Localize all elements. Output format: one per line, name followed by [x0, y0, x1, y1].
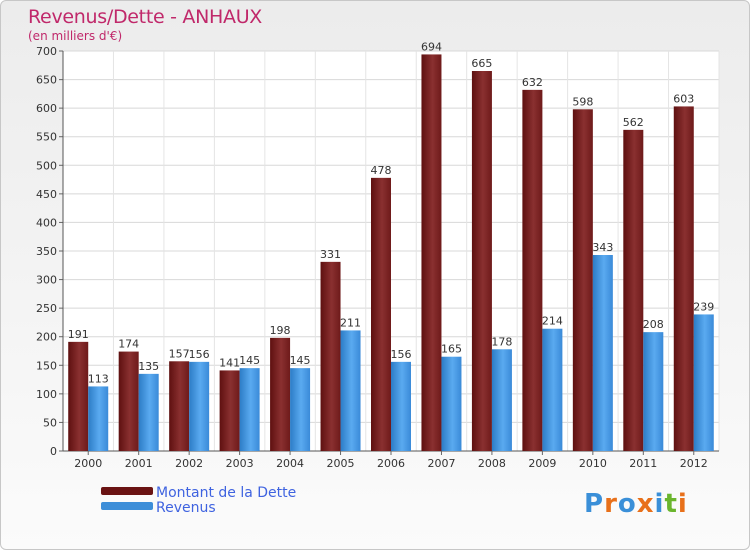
- y-tick-label: 100: [36, 388, 57, 401]
- data-label-revenue: 145: [239, 354, 260, 367]
- logo-letter: x: [636, 489, 655, 519]
- data-label-debt: 331: [320, 248, 341, 261]
- bar-debt: [421, 54, 442, 452]
- chart-subtitle: (en milliers d'€): [28, 29, 123, 43]
- logo-letter: P: [584, 489, 605, 519]
- logo-letter: r: [604, 489, 618, 519]
- x-tick-label: 2008: [478, 457, 506, 470]
- data-label-revenue: 214: [542, 315, 563, 328]
- y-tick-label: 0: [50, 445, 57, 458]
- x-tick-label: 2009: [528, 457, 556, 470]
- legend-label-debt: Montant de la Dette: [156, 485, 297, 501]
- bar-revenue: [88, 386, 109, 451]
- chart-title: Revenus/Dette - ANHAUX: [28, 6, 263, 28]
- logo-letter: i: [677, 489, 688, 519]
- bar-debt: [572, 109, 593, 452]
- x-tick-label: 2006: [377, 457, 405, 470]
- data-label-revenue: 156: [391, 348, 412, 361]
- data-label-debt: 141: [219, 356, 240, 369]
- bar-debt: [623, 129, 644, 451]
- y-tick-label: 700: [36, 45, 57, 58]
- data-label-debt: 598: [572, 95, 593, 108]
- x-tick-label: 2007: [427, 457, 455, 470]
- x-tick-label: 2005: [327, 457, 355, 470]
- legend-swatch-revenue: [101, 502, 153, 510]
- bar-debt: [219, 370, 240, 451]
- data-label-revenue: 343: [592, 241, 613, 254]
- data-label-debt: 632: [522, 76, 543, 89]
- data-label-debt: 191: [68, 328, 89, 341]
- bar-revenue: [693, 314, 714, 451]
- bar-revenue: [643, 332, 664, 451]
- data-label-debt: 562: [623, 116, 644, 129]
- logo-letter: o: [617, 489, 637, 519]
- x-tick-label: 2011: [629, 457, 657, 470]
- bar-debt: [471, 71, 492, 451]
- data-label-revenue: 178: [491, 335, 512, 348]
- bar-revenue: [189, 361, 210, 451]
- data-label-revenue: 239: [693, 300, 714, 313]
- y-tick-label: 200: [36, 331, 57, 344]
- x-tick-label: 2002: [175, 457, 203, 470]
- x-tick-label: 2010: [579, 457, 607, 470]
- x-tick-label: 2004: [276, 457, 304, 470]
- y-tick-label: 600: [36, 102, 57, 115]
- legend-swatch-debt: [101, 487, 153, 495]
- x-tick-label: 2012: [680, 457, 708, 470]
- data-label-revenue: 156: [189, 348, 210, 361]
- bar-debt: [522, 89, 543, 451]
- bar-revenue: [391, 361, 411, 451]
- bar-debt: [673, 106, 694, 451]
- data-label-revenue: 135: [138, 360, 159, 373]
- bar-debt: [270, 337, 291, 451]
- y-tick-label: 300: [36, 274, 57, 287]
- data-label-revenue: 208: [643, 318, 664, 331]
- x-tick-label: 2001: [125, 457, 153, 470]
- bar-revenue: [542, 328, 563, 451]
- data-label-debt: 157: [169, 347, 190, 360]
- bar-debt: [68, 341, 89, 451]
- data-label-revenue: 165: [441, 343, 462, 356]
- bar-revenue: [592, 255, 613, 451]
- logo-letter: i: [654, 489, 665, 519]
- data-label-debt: 603: [673, 92, 694, 105]
- x-tick-label: 2003: [226, 457, 254, 470]
- y-tick-label: 350: [36, 245, 57, 258]
- data-label-debt: 174: [118, 338, 139, 351]
- data-label-debt: 198: [270, 324, 291, 337]
- bar-debt: [169, 361, 190, 451]
- bar-revenue: [340, 330, 361, 451]
- bar-debt: [371, 177, 391, 451]
- y-tick-label: 400: [36, 216, 57, 229]
- legend-label-revenue: Revenus: [156, 500, 216, 516]
- y-tick-label: 450: [36, 188, 57, 201]
- logo-letter: t: [664, 489, 678, 519]
- y-tick-label: 50: [43, 416, 57, 429]
- bar-revenue: [441, 356, 462, 451]
- data-label-debt: 694: [421, 40, 442, 53]
- proxiti-logo: Proxiti: [584, 489, 688, 519]
- data-label-revenue: 145: [290, 354, 311, 367]
- data-label-debt: 478: [371, 164, 392, 177]
- bar-debt: [320, 261, 341, 451]
- y-tick-label: 250: [36, 302, 57, 315]
- bar-revenue: [491, 349, 512, 451]
- y-tick-label: 650: [36, 74, 57, 87]
- y-tick-label: 150: [36, 359, 57, 372]
- data-label-revenue: 113: [88, 372, 109, 385]
- y-tick-label: 500: [36, 159, 57, 172]
- bar-debt: [118, 351, 139, 451]
- data-label-revenue: 211: [340, 316, 361, 329]
- bar-revenue: [138, 373, 159, 451]
- bar-revenue: [239, 368, 260, 451]
- data-label-debt: 665: [471, 57, 492, 70]
- bar-revenue: [290, 368, 311, 451]
- y-tick-label: 550: [36, 131, 57, 144]
- x-tick-label: 2000: [74, 457, 102, 470]
